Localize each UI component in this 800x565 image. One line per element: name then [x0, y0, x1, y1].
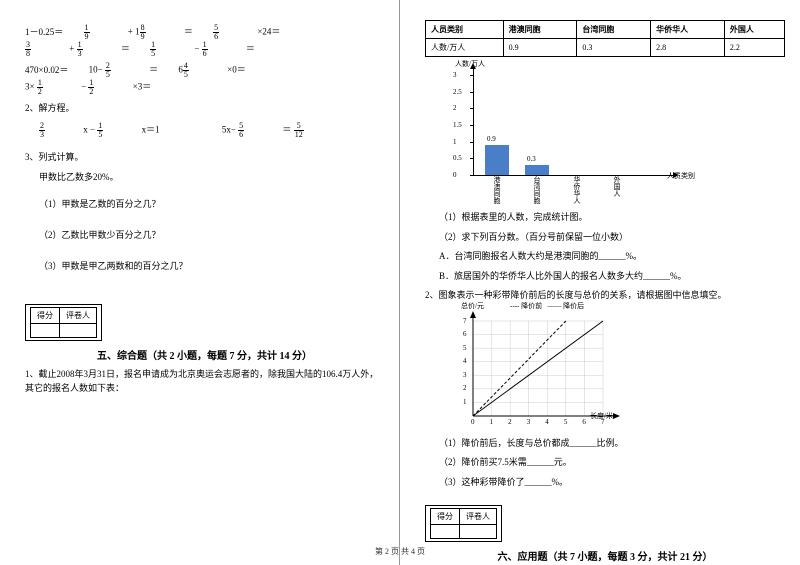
bar-chart: 人数/万人 00.511.522.53 0.9港澳同胞0.3台湾同胞华侨华人外国…	[445, 65, 695, 205]
r2-2: （2）降价前买7.5米需______元。	[439, 456, 785, 470]
q3-title: 3、列式计算。	[25, 151, 384, 165]
q3-sub2: （2）乙数比甲数少百分之几？	[39, 228, 384, 241]
bar-xlabel: 外国人	[605, 177, 629, 205]
line-x-label: 长度/米	[590, 411, 613, 421]
r2-3: （3）这种彩带降价了______%。	[439, 476, 785, 490]
line-xtick: 0	[471, 418, 475, 426]
bar-value: 0.3	[527, 155, 536, 163]
line-ytick: 3	[463, 371, 467, 379]
th-category: 人员类别	[426, 21, 504, 39]
data-table: 人员类别 港澳同胞 台湾同胞 华侨华人 外国人 人数/万人 0.9 0.3 2.…	[425, 20, 785, 57]
section-5-title: 五、综合题（共 2 小题，每题 7 分，共计 14 分）	[25, 347, 384, 362]
q3-sub1: （1）甲数是乙数的百分之几？	[39, 197, 384, 210]
line-xtick: 2	[508, 418, 512, 426]
score-box-5: 得分评卷人	[25, 304, 102, 341]
bar	[485, 145, 509, 175]
line-xtick: 6	[582, 418, 586, 426]
r-q2a: A．台湾同胞报名人数大约是港澳同胞的______%。	[439, 250, 785, 264]
td-v0: 0.9	[503, 39, 577, 57]
left-column: 1－0.25＝ 19 + 189 ＝ 56 ×24＝ 38 + 13 ＝ 15 …	[0, 0, 400, 565]
line-chart: 总价/元 ---- 降价前 —— 降价后 01234567 1234567 长度…	[455, 311, 625, 431]
x-axis-label: 人员类别	[667, 171, 695, 181]
r-q1: （1）根据表里的人数，完成统计图。	[439, 211, 785, 225]
line-xtick: 5	[564, 418, 568, 426]
equation-row-2: 470×0.02＝ 10− 25 ＝ 645 ×0＝ 3× 12 − 12 ×3…	[25, 62, 384, 96]
bar-ytick: 1	[453, 138, 457, 146]
bar-ytick: 1.5	[453, 121, 462, 129]
q2-equations: 23 x − 15 x＝1 5x− 56 ＝ 512	[39, 122, 384, 139]
line-ytick: 5	[463, 344, 467, 352]
bar-xlabel: 台湾同胞	[525, 177, 549, 205]
score-label: 得分	[31, 308, 60, 324]
q3-intro: 甲数比乙数多20%。	[39, 170, 384, 183]
line-xtick: 4	[545, 418, 549, 426]
bar-ytick: 0	[453, 171, 457, 179]
bar-ytick: 2	[453, 104, 457, 112]
q3-sub3: （3）甲数是甲乙两数和的百分之几？	[39, 259, 384, 272]
td-v2: 2.8	[651, 39, 725, 57]
legend-after: —— 降价后	[547, 302, 584, 310]
th-tw: 台湾同胞	[577, 21, 651, 39]
line-ytick: 4	[463, 357, 467, 365]
legend-before: ---- 降价前	[510, 302, 542, 310]
right-column: 人员类别 港澳同胞 台湾同胞 华侨华人 外国人 人数/万人 0.9 0.3 2.…	[400, 0, 800, 565]
bar-value: 0.9	[487, 135, 496, 143]
bar-ytick: 2.5	[453, 88, 462, 96]
line-xtick: 3	[527, 418, 531, 426]
th-hk: 港澳同胞	[503, 21, 577, 39]
q2-title: 2、解方程。	[25, 102, 384, 116]
bar	[525, 165, 549, 175]
bar-xlabel: 港澳同胞	[485, 177, 509, 205]
r2-1: （1）降价前后，长度与总价都成______比例。	[439, 437, 785, 451]
th-overseas: 华侨华人	[651, 21, 725, 39]
line-ytick: 6	[463, 330, 467, 338]
legend: ---- 降价前 —— 降价后	[510, 301, 584, 311]
td-v3: 2.2	[724, 39, 784, 57]
r-q2: （2）求下列百分数。（百分号前保留一位小数）	[439, 231, 785, 245]
grader-label-6: 评卷人	[460, 509, 497, 525]
line-ytick: 7	[463, 317, 467, 325]
td-rowlabel: 人数/万人	[426, 39, 504, 57]
line-ytick: 2	[463, 384, 467, 392]
score-box-6: 得分评卷人	[425, 505, 502, 542]
line-y-label: 总价/元	[461, 301, 484, 311]
problem-1-text: 1、截止2008年3月31日，报名申请成为北京奥运会志愿者的，除我国大陆的106…	[25, 368, 384, 395]
r-q2b: B．旅居国外的华侨华人比外国人的报名人数多大约______%。	[439, 270, 785, 284]
grader-label: 评卷人	[60, 308, 97, 324]
th-foreign: 外国人	[724, 21, 784, 39]
bar-xlabel: 华侨华人	[565, 177, 589, 205]
score-label-6: 得分	[431, 509, 460, 525]
td-v1: 0.3	[577, 39, 651, 57]
page-footer: 第 2 页 共 4 页	[0, 546, 800, 557]
bar-ytick: 0.5	[453, 154, 462, 162]
line-xtick: 1	[490, 418, 494, 426]
bar-ytick: 3	[453, 71, 457, 79]
line-ytick: 1	[463, 398, 467, 406]
equation-row-1: 1－0.25＝ 19 + 189 ＝ 56 ×24＝ 38 + 13 ＝ 15 …	[25, 24, 384, 58]
